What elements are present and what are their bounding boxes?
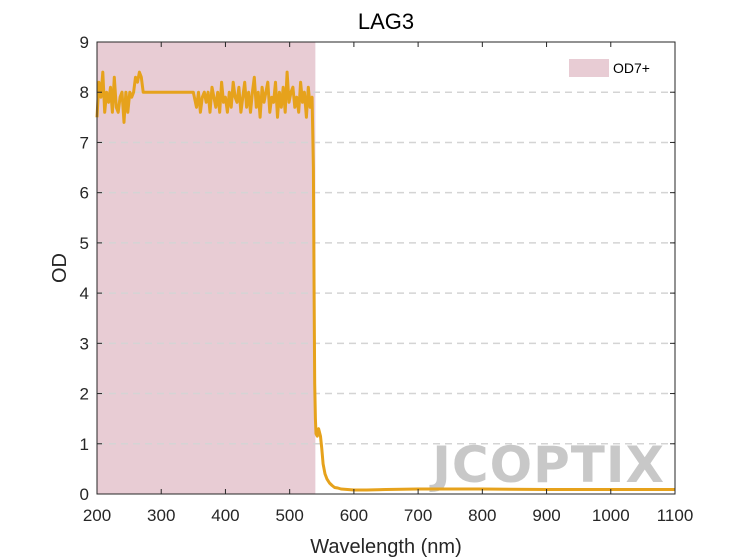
y-tick-label: 1 (80, 435, 89, 454)
legend-label: OD7+ (613, 60, 650, 76)
x-tick-label: 900 (532, 506, 560, 525)
y-axis-title: OD (49, 253, 71, 283)
legend-swatch (569, 59, 609, 77)
y-tick-label: 4 (80, 284, 89, 303)
y-tick-label: 2 (80, 385, 89, 404)
chart-title: LAG3 (358, 9, 414, 34)
x-tick-label: 300 (147, 506, 175, 525)
y-tick-label: 8 (80, 83, 89, 102)
y-tick-label: 6 (80, 184, 89, 203)
y-axis: 0 1 2 3 4 5 6 7 8 9 (80, 33, 675, 504)
od7-shaded-region (97, 42, 316, 494)
y-tick-label: 9 (80, 33, 89, 52)
y-tick-label: 0 (80, 485, 89, 504)
jcoptix-watermark: JCOPTIX (429, 436, 665, 494)
x-tick-label: 700 (404, 506, 432, 525)
y-tick-label: 7 (80, 133, 89, 152)
od-series-line (95, 70, 675, 492)
y-tick-label: 3 (80, 334, 89, 353)
x-tick-label: 1000 (592, 506, 630, 525)
x-tick-label: 1100 (657, 506, 694, 525)
x-tick-label: 600 (340, 506, 368, 525)
plot-frame (96, 41, 676, 495)
x-tick-label: 400 (211, 506, 239, 525)
y-tick-label: 5 (80, 234, 89, 253)
x-tick-label: 800 (468, 506, 496, 525)
x-tick-label: 500 (275, 506, 303, 525)
legend: OD7+ (562, 52, 670, 84)
x-axis: 200 300 400 500 600 700 800 900 1000 1100 (83, 42, 693, 525)
x-axis-title: Wavelength (nm) (310, 536, 462, 558)
x-tick-label: 200 (83, 506, 111, 525)
